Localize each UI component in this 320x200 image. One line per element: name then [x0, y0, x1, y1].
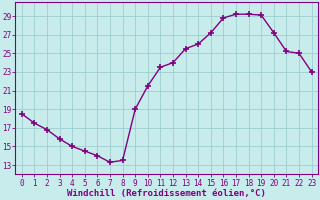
X-axis label: Windchill (Refroidissement éolien,°C): Windchill (Refroidissement éolien,°C): [67, 189, 266, 198]
